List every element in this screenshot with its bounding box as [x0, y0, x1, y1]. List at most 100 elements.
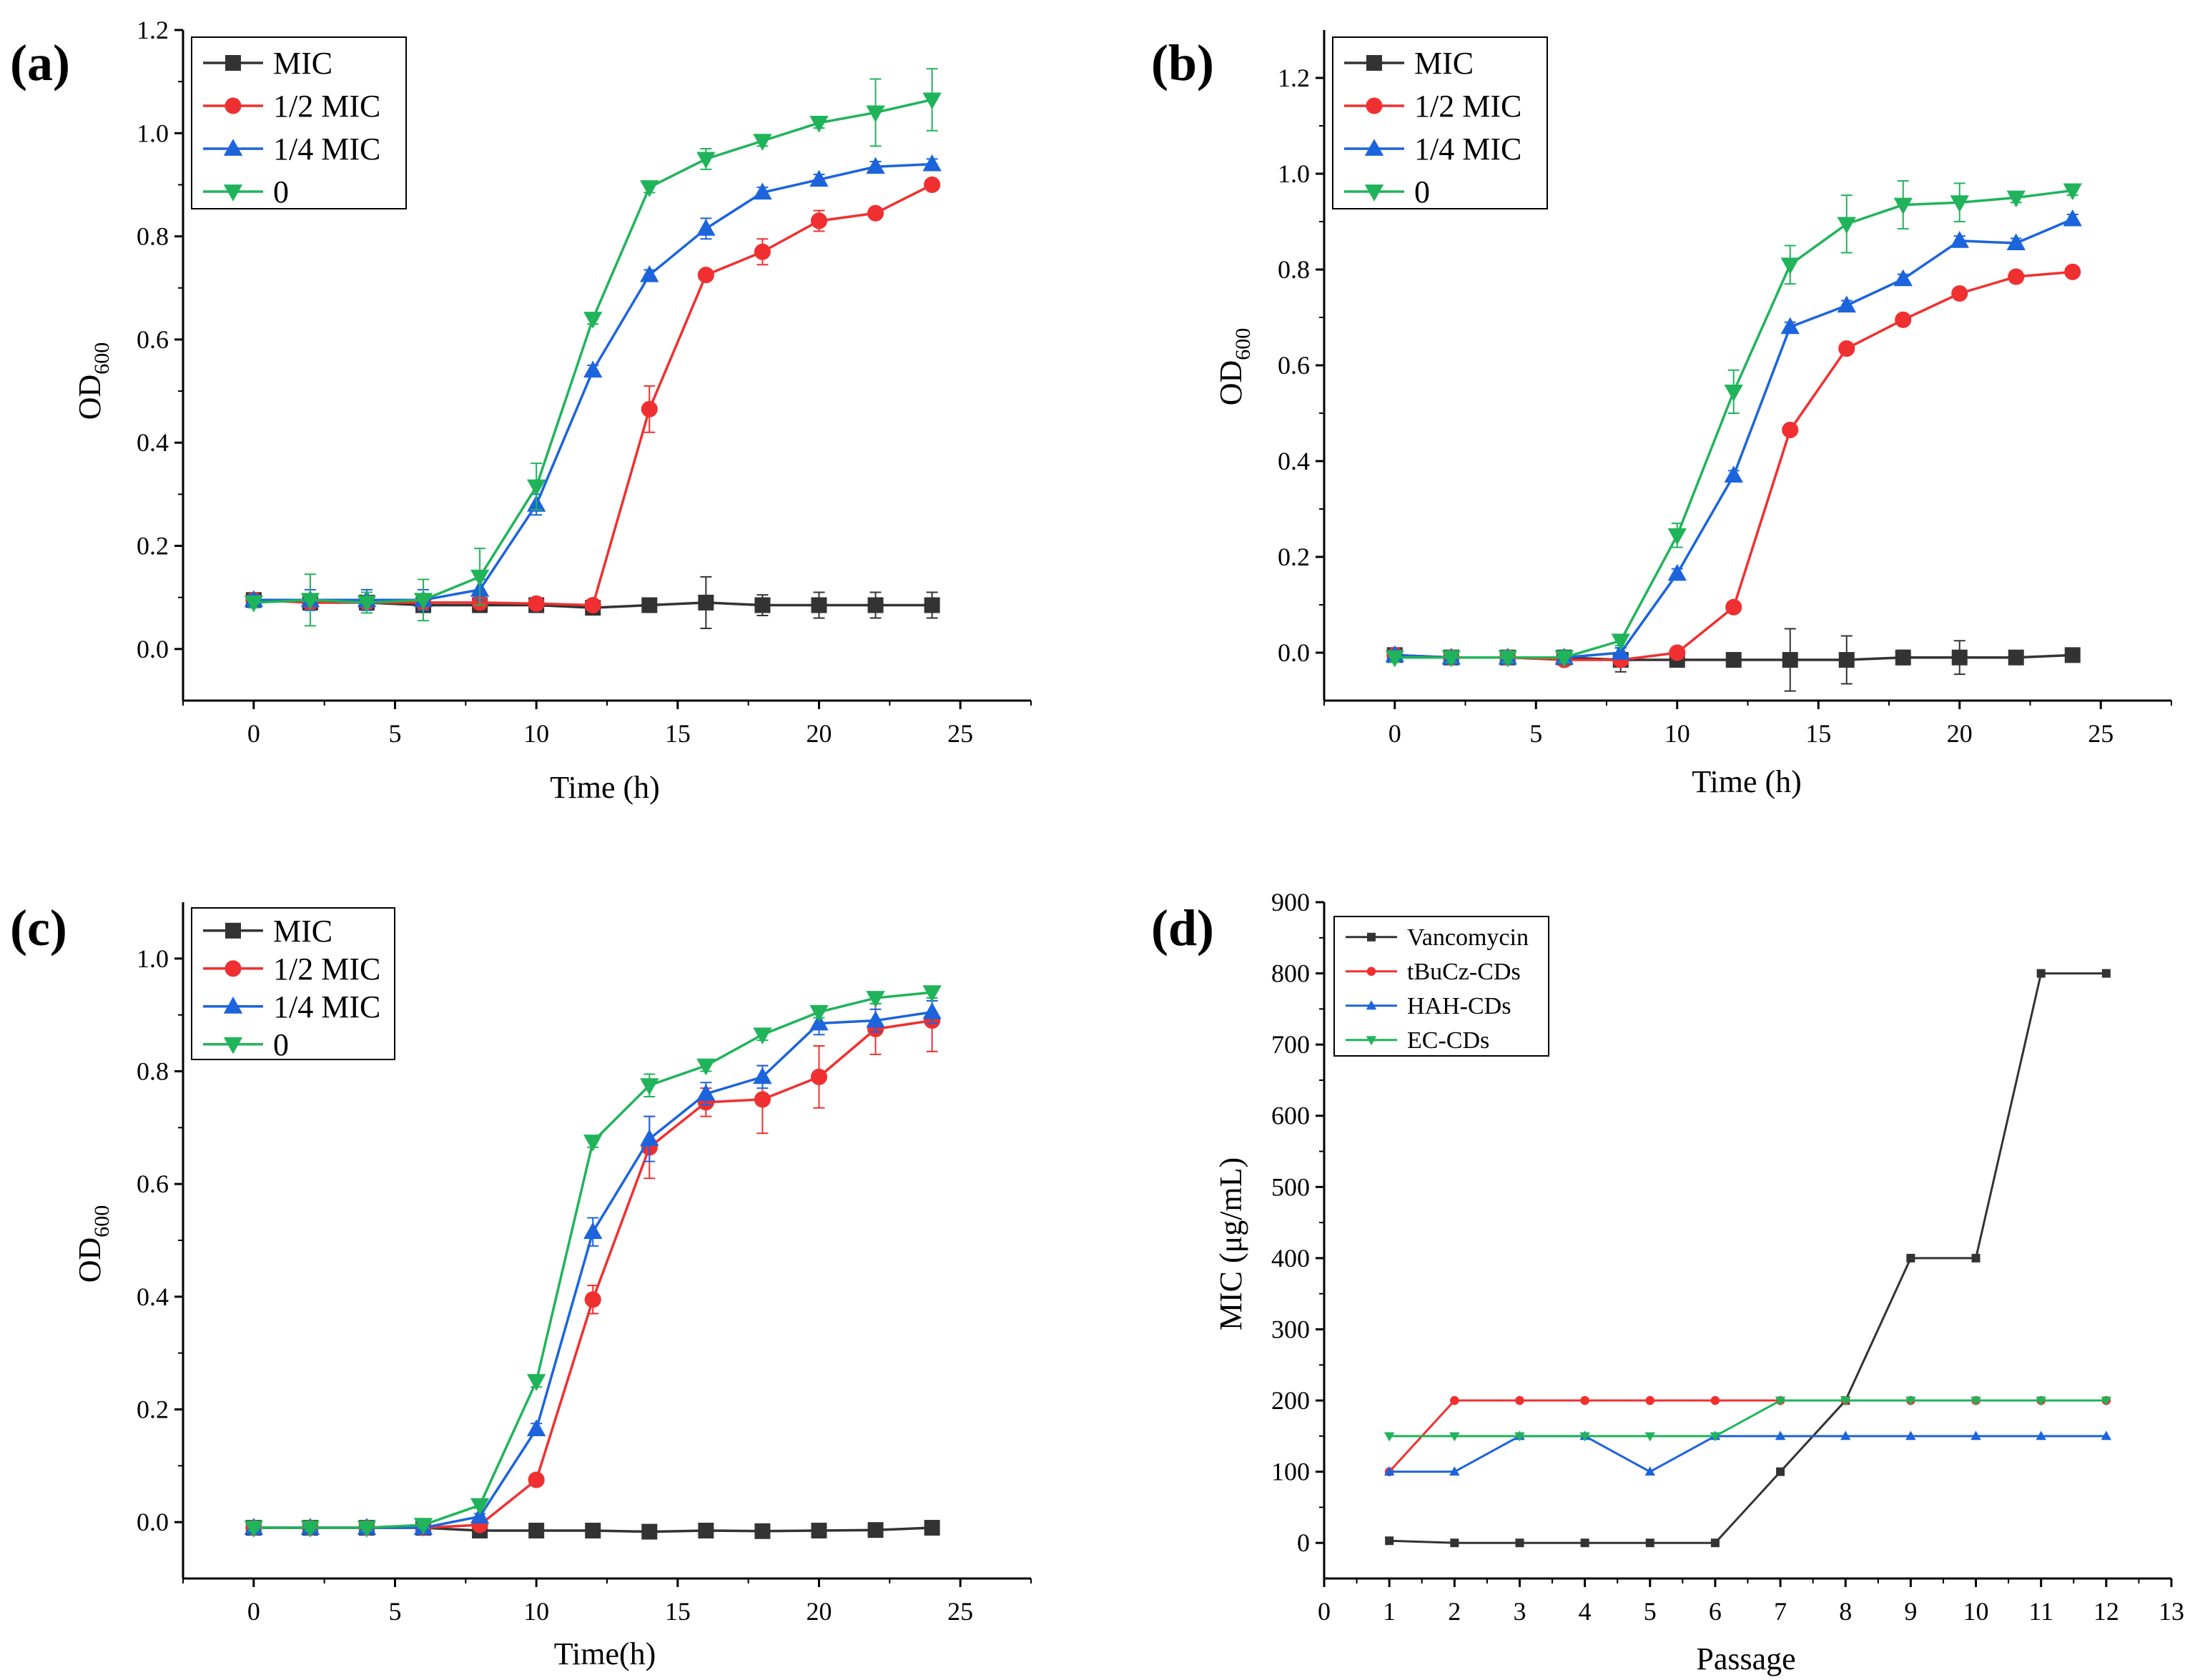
- panel-b-plot: 0.0 0.2 0.4 0.6 0.8 1.0 1.2 0 5 10 15 20 25: [1278, 30, 2172, 748]
- panel-d-line-ec: [1389, 1399, 2106, 1438]
- panel-b-ytick-label: 0.2: [1278, 543, 1310, 571]
- panel-c-ylabel-main: OD: [72, 1237, 107, 1283]
- panel-a-legend-marker-half_MIC: [225, 97, 242, 114]
- panel-c-xtick-label: 5: [389, 1597, 402, 1626]
- panel-d-series-hah: [1383, 1431, 2112, 1476]
- panel-d-point-tbucz: [1710, 1395, 1720, 1405]
- panel-d-series-ec: [1383, 1396, 2112, 1442]
- panel-b-xtick-label: 10: [1664, 719, 1690, 748]
- panel-b-legend-label-zero: 0: [1414, 174, 1430, 209]
- panel-b-ylabel: OD600: [1213, 328, 1255, 406]
- panel-c-point-quarter_MIC: [696, 1084, 716, 1101]
- panel-b-point-quarter_MIC: [1667, 563, 1687, 581]
- panel-a-plot: 0.0 0.2 0.4 0.6 0.8 1.0 1.2 0 5 10 15 20 25: [137, 16, 1032, 748]
- panel-b-legend-label-MIC: MIC: [1414, 46, 1474, 81]
- panel-c-point-zero: [922, 985, 942, 1002]
- panel-b-point-zero: [1893, 197, 1913, 215]
- panel-b-point-MIC: [2008, 649, 2024, 666]
- panel-a-xtick-label: 25: [947, 719, 973, 748]
- panel-d-xtick-label: 9: [1904, 1597, 1917, 1626]
- panel-c-point-half_MIC: [528, 1471, 545, 1488]
- panel-d-xtick-label: 4: [1579, 1597, 1592, 1626]
- panel-b-point-MIC: [1782, 652, 1798, 668]
- panel-b-point-quarter_MIC: [1611, 643, 1630, 660]
- panel-d-xtick-label: 13: [2159, 1597, 2184, 1626]
- panel-b-point-zero: [1554, 650, 1574, 668]
- panel-b-legend-marker-half_MIC: [1366, 97, 1383, 114]
- panel-a-point-half_MIC: [584, 596, 601, 614]
- panel-b-legend-marker-MIC: [1366, 55, 1382, 71]
- panel-b-ylabel-main: OD: [1213, 360, 1248, 406]
- panel-b-point-half_MIC: [1782, 421, 1799, 438]
- panel-d-label: (d): [1151, 899, 1214, 957]
- panel-a-point-zero: [357, 596, 377, 613]
- panel-d-point-vancomycin: [1515, 1538, 1524, 1548]
- panel-a-legend-marker-MIC: [225, 55, 241, 71]
- panel-a-series-zero: [244, 68, 942, 627]
- panel-a-ytick-label: 1.2: [137, 16, 169, 44]
- panel-c-line-zero: [253, 991, 932, 1529]
- panel-c-ylabel: OD600: [72, 1205, 114, 1283]
- panel-b-point-quarter_MIC: [1780, 317, 1800, 335]
- panel-a-legend-label-quarter_MIC: 1/4 MIC: [273, 132, 380, 167]
- panel-b-point-zero: [2063, 183, 2082, 201]
- panel-d-point-ec: [2036, 1396, 2046, 1406]
- panel-d: (d) Passage MIC (μg/mL) 0100200300400500…: [1151, 888, 2184, 1676]
- panel-c-series-quarter_MIC: [244, 999, 942, 1535]
- panel-d-point-hah: [1449, 1466, 1460, 1476]
- panel-a-point-zero: [300, 593, 320, 611]
- panel-c-ytick-label: 0.0: [137, 1508, 169, 1536]
- panel-d-point-vancomycin: [2101, 969, 2111, 978]
- panel-a-xtick-label: 5: [389, 719, 402, 748]
- panel-d-ytick-label: 900: [1271, 888, 1310, 916]
- panel-c: (c) Time(h) OD600 0.0 0.2 0.4 0.6 0.8 1.0 0 5 10…: [10, 899, 1032, 1671]
- panel-a-ytick-label: 0.2: [137, 532, 169, 560]
- panel-d-point-vancomycin: [1906, 1253, 1915, 1263]
- panel-a-point-zero: [470, 569, 490, 587]
- panel-a-point-MIC: [811, 597, 827, 613]
- panel-b: (b) Time (h) OD600 0.0 0.2 0.4 0.6 0.8 1.0 1.2…: [1151, 30, 2172, 799]
- panel-d-point-ec: [1840, 1396, 1851, 1406]
- panel-c-series-half_MIC: [245, 989, 941, 1536]
- panel-d-point-vancomycin: [1776, 1467, 1785, 1476]
- panel-d-xtick-label: 7: [1774, 1597, 1787, 1626]
- panel-d-legend-label-tbucz: tBuCz-CDs: [1407, 959, 1521, 985]
- panel-c-point-quarter_MIC: [526, 1419, 546, 1436]
- panel-a-label: (a): [10, 34, 70, 92]
- panel-b-ytick-label: 0.8: [1278, 255, 1310, 284]
- panel-b-legend: MIC 1/2 MIC 1/4 MIC 0: [1332, 36, 1548, 209]
- panel-c-legend-label-half_MIC: 1/2 MIC: [273, 952, 380, 987]
- panel-c-ytick-label: 0.8: [137, 1057, 169, 1086]
- panel-c-plot: 0.0 0.2 0.4 0.6 0.8 1.0 0 5 10 15 20 25: [137, 902, 1032, 1626]
- panel-c-point-zero: [300, 1521, 320, 1538]
- panel-d-point-vancomycin: [1385, 1536, 1394, 1546]
- panel-a-legend-label-MIC: MIC: [273, 46, 332, 81]
- panel-d-line-vancomycin: [1389, 972, 2106, 1544]
- panel-a-point-half_MIC: [924, 176, 941, 194]
- panel-c-point-zero: [413, 1518, 433, 1535]
- panel-b-line-zero: [1394, 189, 2073, 659]
- panel-b-ytick-label: 0.4: [1278, 447, 1310, 475]
- panel-c-point-half_MIC: [584, 1291, 601, 1308]
- panel-a-legend-marker-zero: [223, 184, 243, 202]
- panel-b-point-quarter_MIC: [2063, 209, 2082, 227]
- panel-a-xtick-label: 15: [665, 719, 691, 748]
- panel-d-legend-label-vancomycin: Vancomycin: [1407, 924, 1529, 951]
- panel-c-point-MIC: [698, 1522, 714, 1538]
- panel-b-point-half_MIC: [2064, 263, 2081, 280]
- panel-c-xtick-label: 15: [665, 1597, 691, 1626]
- panel-c-point-zero: [809, 1004, 829, 1022]
- panel-d-xtick-label: 3: [1513, 1597, 1526, 1626]
- panel-a-point-MIC: [754, 597, 771, 613]
- panel-c-point-zero: [357, 1521, 377, 1538]
- panel-a-point-half_MIC: [810, 212, 828, 229]
- panel-c-point-zero: [244, 1521, 264, 1538]
- panel-d-legend-marker-vancomycin: [1367, 932, 1376, 942]
- panel-a-point-zero: [583, 312, 603, 329]
- panel-c-ytick-label: 0.2: [137, 1395, 169, 1424]
- panel-b-xtick-label: 5: [1529, 719, 1542, 748]
- panel-d-point-vancomycin: [2036, 969, 2046, 978]
- panel-b-point-zero: [1385, 650, 1404, 668]
- panel-c-point-zero: [583, 1135, 603, 1152]
